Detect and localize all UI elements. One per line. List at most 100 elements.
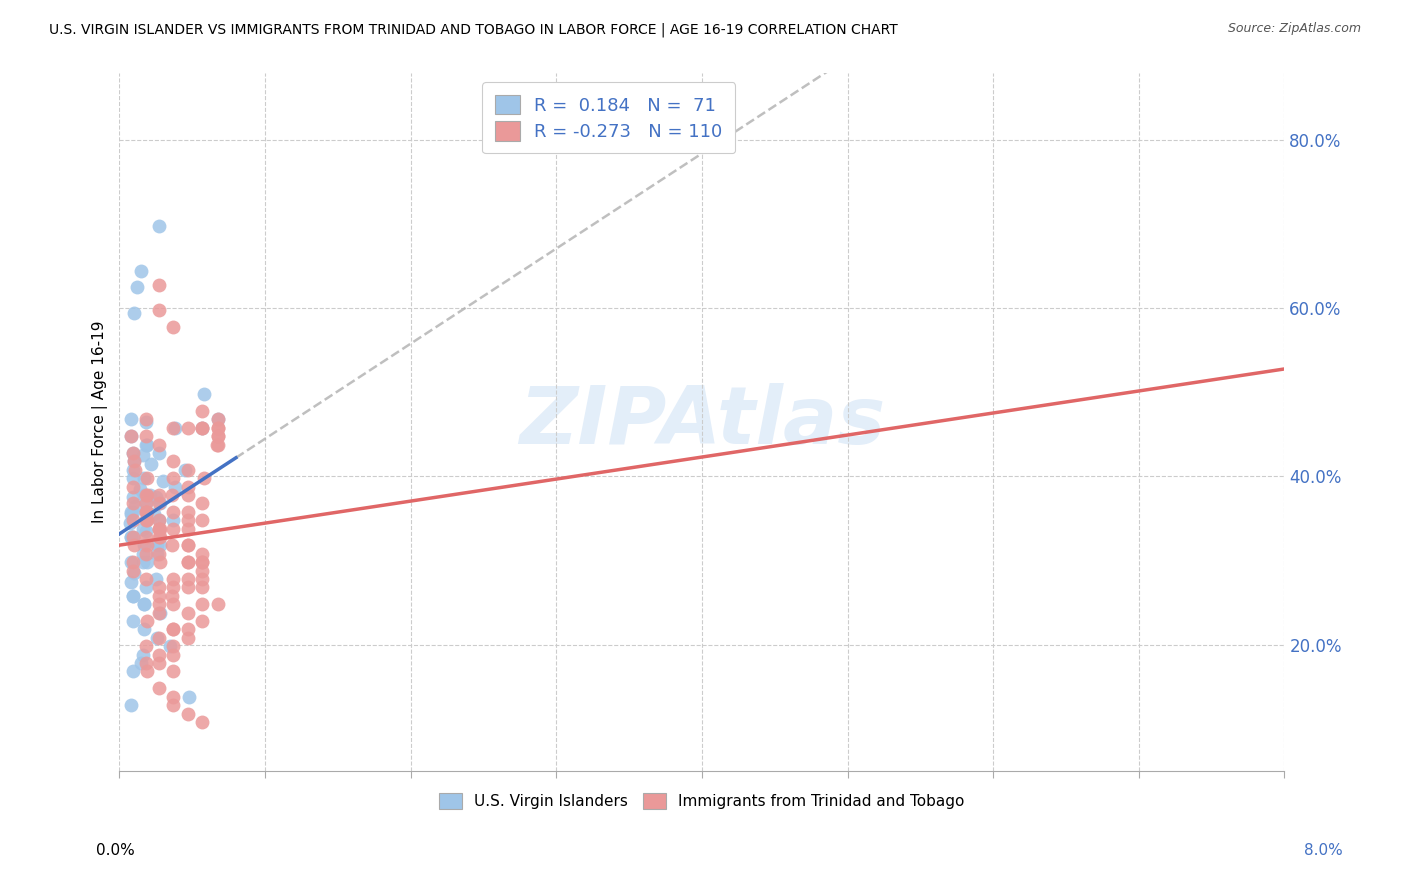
Point bbox=[135, 513, 157, 527]
Point bbox=[118, 516, 141, 530]
Point bbox=[129, 263, 152, 277]
Point bbox=[152, 474, 174, 488]
Point bbox=[121, 530, 143, 544]
Legend: U.S. Virgin Islanders, Immigrants from Trinidad and Tobago: U.S. Virgin Islanders, Immigrants from T… bbox=[433, 787, 972, 815]
Point bbox=[148, 488, 170, 502]
Point bbox=[135, 505, 157, 519]
Point bbox=[143, 508, 166, 522]
Point bbox=[191, 547, 214, 561]
Point bbox=[136, 471, 159, 485]
Y-axis label: In Labor Force | Age 16-19: In Labor Force | Age 16-19 bbox=[93, 320, 108, 523]
Point bbox=[148, 513, 170, 527]
Point bbox=[160, 589, 183, 603]
Point bbox=[148, 522, 170, 536]
Point bbox=[135, 496, 157, 510]
Point bbox=[136, 538, 159, 552]
Point bbox=[177, 505, 200, 519]
Point bbox=[134, 538, 156, 552]
Point bbox=[191, 421, 214, 435]
Point bbox=[135, 656, 157, 670]
Point bbox=[174, 463, 197, 477]
Point bbox=[120, 530, 142, 544]
Point bbox=[135, 437, 157, 451]
Point bbox=[120, 530, 142, 544]
Point bbox=[148, 656, 170, 670]
Point bbox=[205, 437, 228, 451]
Point bbox=[191, 564, 214, 578]
Point bbox=[207, 437, 229, 451]
Point bbox=[122, 305, 145, 319]
Point bbox=[159, 640, 181, 654]
Point bbox=[148, 303, 170, 318]
Point bbox=[162, 597, 184, 611]
Point bbox=[177, 623, 200, 637]
Point bbox=[121, 491, 143, 505]
Point bbox=[121, 446, 143, 460]
Point bbox=[162, 640, 184, 654]
Point bbox=[191, 513, 214, 527]
Point bbox=[207, 412, 229, 426]
Point bbox=[121, 479, 143, 493]
Point bbox=[177, 479, 200, 493]
Point bbox=[191, 496, 214, 510]
Point bbox=[191, 421, 214, 435]
Point bbox=[120, 555, 142, 569]
Point bbox=[135, 412, 157, 426]
Point bbox=[124, 463, 146, 477]
Point bbox=[148, 597, 170, 611]
Point bbox=[191, 555, 214, 569]
Point bbox=[191, 404, 214, 418]
Point bbox=[135, 488, 157, 502]
Point bbox=[134, 623, 156, 637]
Point bbox=[163, 421, 186, 435]
Point bbox=[148, 496, 170, 510]
Point bbox=[136, 614, 159, 628]
Point bbox=[132, 522, 155, 536]
Point bbox=[121, 505, 143, 519]
Point bbox=[129, 656, 152, 670]
Point bbox=[207, 421, 229, 435]
Point bbox=[148, 606, 170, 620]
Point bbox=[162, 471, 184, 485]
Text: 0.0%: 0.0% bbox=[96, 843, 135, 858]
Text: U.S. VIRGIN ISLANDER VS IMMIGRANTS FROM TRINIDAD AND TOBAGO IN LABOR FORCE | AGE: U.S. VIRGIN ISLANDER VS IMMIGRANTS FROM … bbox=[49, 22, 898, 37]
Point bbox=[149, 496, 172, 510]
Point bbox=[120, 412, 142, 426]
Point bbox=[149, 555, 172, 569]
Text: 8.0%: 8.0% bbox=[1303, 843, 1343, 858]
Point bbox=[193, 471, 215, 485]
Point bbox=[141, 457, 163, 471]
Point bbox=[121, 513, 143, 527]
Point bbox=[177, 706, 200, 721]
Point bbox=[136, 488, 159, 502]
Point bbox=[136, 555, 159, 569]
Point bbox=[128, 482, 150, 496]
Point bbox=[177, 463, 200, 477]
Point bbox=[122, 454, 145, 468]
Point bbox=[148, 547, 170, 561]
Point bbox=[177, 555, 200, 569]
Point bbox=[149, 530, 172, 544]
Point bbox=[125, 280, 148, 294]
Point bbox=[177, 513, 200, 527]
Point bbox=[162, 572, 184, 586]
Point bbox=[207, 412, 229, 426]
Point bbox=[177, 538, 200, 552]
Point bbox=[148, 648, 170, 662]
Point bbox=[148, 589, 170, 603]
Point bbox=[135, 581, 157, 595]
Point bbox=[122, 566, 145, 581]
Point bbox=[121, 530, 143, 544]
Point bbox=[148, 530, 170, 544]
Point bbox=[120, 429, 142, 443]
Point bbox=[148, 522, 170, 536]
Point bbox=[124, 499, 146, 513]
Point bbox=[149, 522, 172, 536]
Point bbox=[191, 581, 214, 595]
Point bbox=[134, 597, 156, 611]
Point bbox=[121, 463, 143, 477]
Point bbox=[121, 589, 143, 603]
Point bbox=[136, 437, 159, 451]
Point bbox=[177, 606, 200, 620]
Point bbox=[207, 597, 229, 611]
